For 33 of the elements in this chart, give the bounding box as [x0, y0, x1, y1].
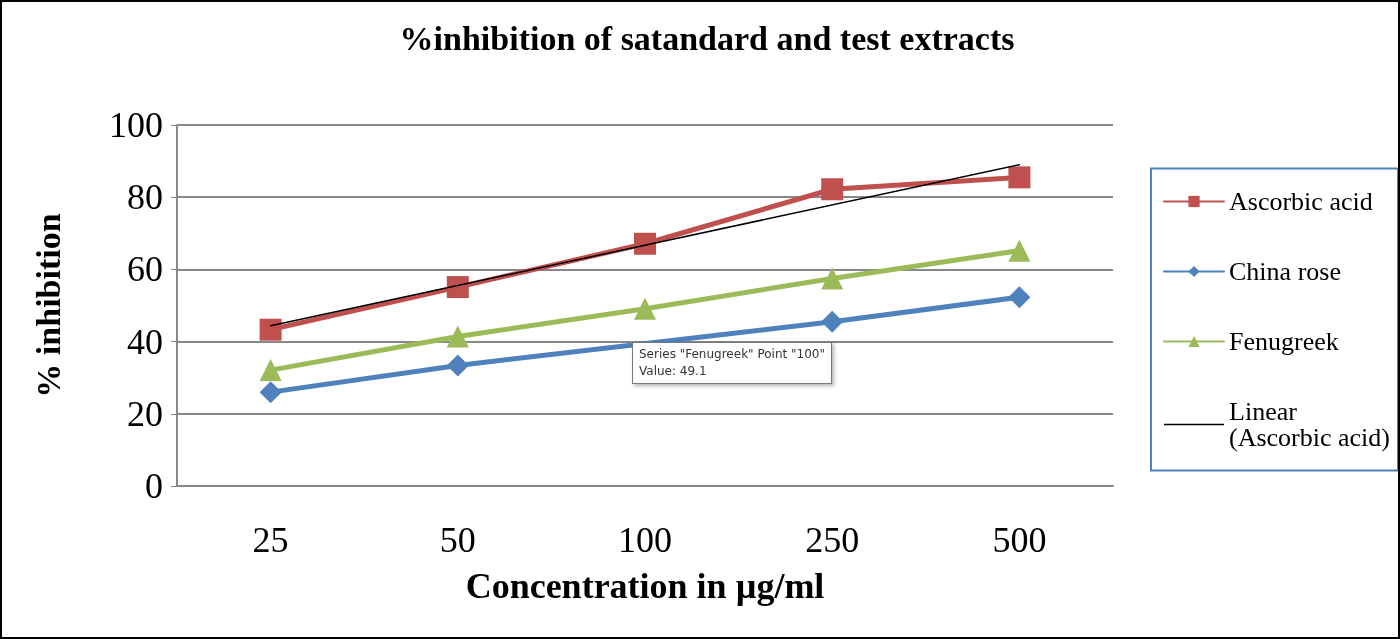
y-axis-title: % inhibition — [29, 213, 67, 398]
point — [634, 232, 656, 255]
x-tick-label: 25 — [252, 520, 289, 560]
point — [446, 354, 469, 377]
point — [446, 276, 469, 299]
x-tick-label: 50 — [439, 520, 476, 560]
point — [1008, 239, 1031, 262]
point — [634, 297, 656, 320]
x-tick-label: 100 — [618, 520, 672, 560]
y-tick-label: 60 — [127, 249, 163, 290]
x-tick-label: 500 — [992, 520, 1047, 560]
point — [259, 359, 282, 382]
point — [1008, 286, 1031, 309]
legend-label: Ascorbic acid — [1229, 187, 1373, 216]
point — [446, 325, 469, 348]
legend-label: Fenugreek — [1229, 327, 1339, 356]
y-tick-label: 100 — [109, 105, 163, 145]
point — [821, 178, 844, 201]
y-tick-label: 80 — [127, 177, 163, 218]
legend-label: Linear (Ascorbic acid) — [1229, 397, 1391, 452]
point — [1008, 166, 1031, 189]
point — [821, 310, 844, 333]
y-tick-label: 20 — [127, 393, 163, 434]
x-tick-label: 250 — [805, 520, 860, 560]
chart-title: %inhibition of satandard and test extracts — [399, 19, 1015, 57]
x-axis-title: Concentration in µg/ml — [465, 566, 825, 606]
y-tick-label: 40 — [127, 321, 163, 362]
legend-label: China rose — [1229, 257, 1341, 286]
tooltip-box: Series "Fenugreek" Point "100" Value: 49.1 — [632, 342, 832, 384]
point — [259, 381, 282, 404]
point — [821, 267, 844, 290]
y-tick-label: 0 — [145, 466, 163, 506]
point — [259, 318, 282, 341]
